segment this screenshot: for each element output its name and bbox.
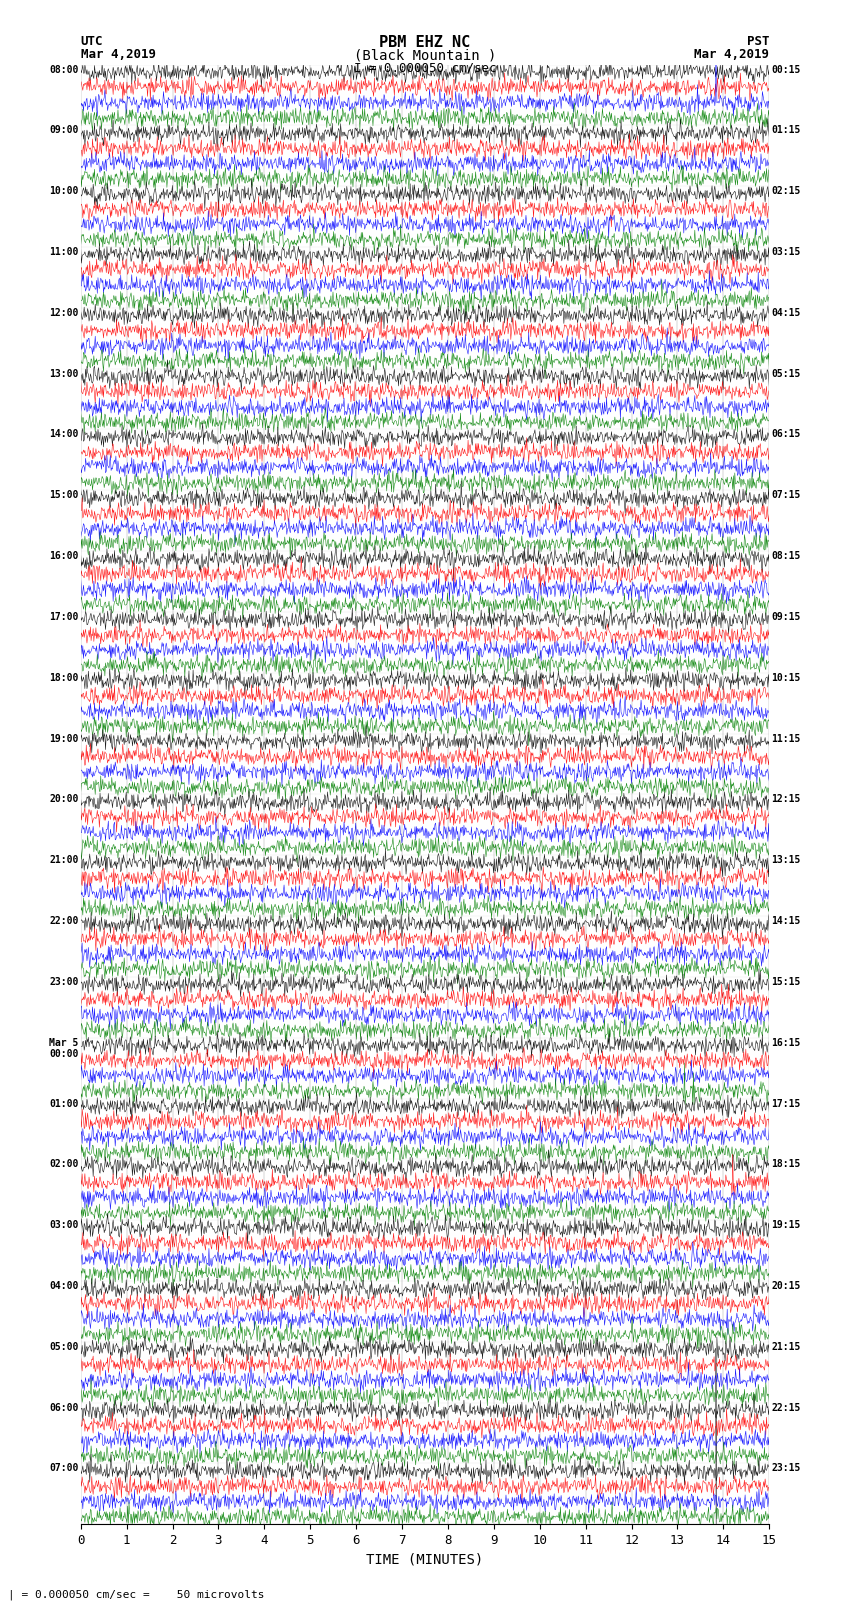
Text: 12:00: 12:00 [49,308,79,318]
Text: Mar 4,2019: Mar 4,2019 [81,48,156,61]
Text: 23:15: 23:15 [771,1463,801,1473]
Text: UTC: UTC [81,35,103,48]
Text: 19:00: 19:00 [49,734,79,744]
Text: Mar 4,2019: Mar 4,2019 [694,48,769,61]
Text: 13:15: 13:15 [771,855,801,865]
Text: 07:15: 07:15 [771,490,801,500]
Text: 19:15: 19:15 [771,1219,801,1231]
Text: 14:00: 14:00 [49,429,79,439]
X-axis label: TIME (MINUTES): TIME (MINUTES) [366,1553,484,1566]
Text: 05:00: 05:00 [49,1342,79,1352]
Text: 23:00: 23:00 [49,977,79,987]
Text: 00:15: 00:15 [771,65,801,74]
Text: 08:15: 08:15 [771,552,801,561]
Text: 10:15: 10:15 [771,673,801,682]
Text: 18:15: 18:15 [771,1160,801,1169]
Text: 15:00: 15:00 [49,490,79,500]
Text: 20:15: 20:15 [771,1281,801,1290]
Text: 02:00: 02:00 [49,1160,79,1169]
Text: 13:00: 13:00 [49,369,79,379]
Text: 01:15: 01:15 [771,126,801,135]
Text: | = 0.000050 cm/sec =    50 microvolts: | = 0.000050 cm/sec = 50 microvolts [8,1589,265,1600]
Text: 07:00: 07:00 [49,1463,79,1473]
Text: 16:00: 16:00 [49,552,79,561]
Text: 15:15: 15:15 [771,977,801,987]
Text: (Black Mountain ): (Black Mountain ) [354,48,496,63]
Text: 05:15: 05:15 [771,369,801,379]
Text: 01:00: 01:00 [49,1098,79,1108]
Text: 03:15: 03:15 [771,247,801,256]
Text: 10:00: 10:00 [49,185,79,197]
Text: 18:00: 18:00 [49,673,79,682]
Text: PBM EHZ NC: PBM EHZ NC [379,35,471,50]
Text: Mar 5
00:00: Mar 5 00:00 [49,1037,79,1060]
Text: 22:15: 22:15 [771,1403,801,1413]
Text: PST: PST [747,35,769,48]
Text: 02:15: 02:15 [771,185,801,197]
Text: 20:00: 20:00 [49,794,79,805]
Text: 17:00: 17:00 [49,611,79,623]
Text: 21:15: 21:15 [771,1342,801,1352]
Text: I = 0.000050 cm/sec: I = 0.000050 cm/sec [354,61,496,74]
Text: 09:00: 09:00 [49,126,79,135]
Text: 06:00: 06:00 [49,1403,79,1413]
Text: 09:15: 09:15 [771,611,801,623]
Text: 22:00: 22:00 [49,916,79,926]
Text: 03:00: 03:00 [49,1219,79,1231]
Text: 17:15: 17:15 [771,1098,801,1108]
Text: 14:15: 14:15 [771,916,801,926]
Text: 04:15: 04:15 [771,308,801,318]
Text: 12:15: 12:15 [771,794,801,805]
Text: 21:00: 21:00 [49,855,79,865]
Text: 16:15: 16:15 [771,1037,801,1048]
Text: 08:00: 08:00 [49,65,79,74]
Text: 04:00: 04:00 [49,1281,79,1290]
Text: 11:00: 11:00 [49,247,79,256]
Text: 11:15: 11:15 [771,734,801,744]
Text: 06:15: 06:15 [771,429,801,439]
